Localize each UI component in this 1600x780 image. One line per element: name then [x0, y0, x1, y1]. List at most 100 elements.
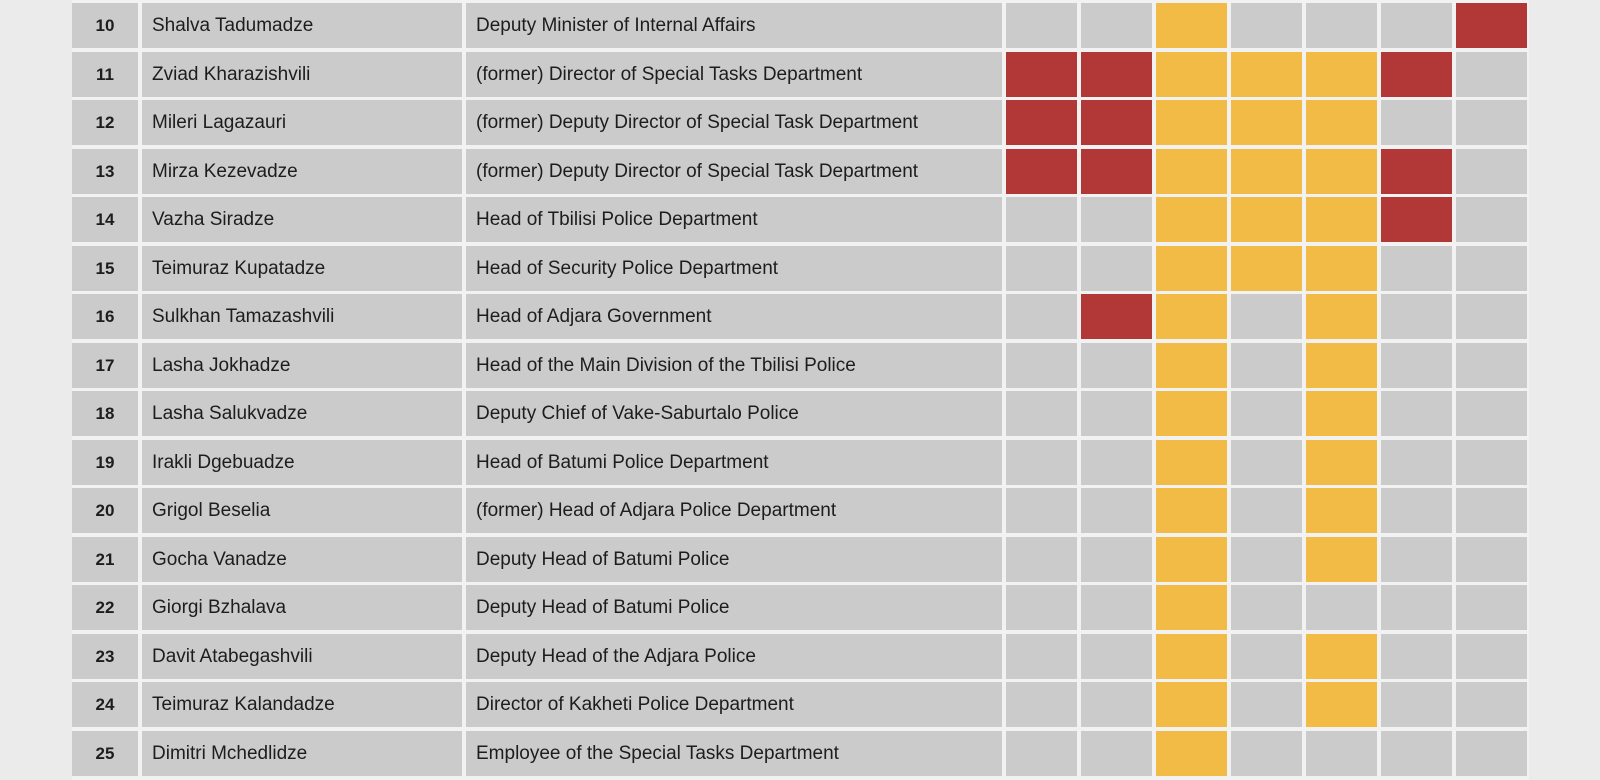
table-row: 13 Mirza Kezevadze (former) Deputy Directo…: [72, 149, 1529, 194]
mark-cell-empty: [1456, 537, 1527, 582]
mark-cell-red: [1081, 100, 1152, 145]
row-number: 19: [72, 440, 138, 485]
mark-cell-red: [1081, 149, 1152, 194]
mark-cell-empty: [1381, 731, 1452, 776]
mark-cell-red: [1006, 52, 1077, 97]
mark-cell-empty: [1231, 488, 1302, 533]
table-row: 16 Sulkhan Tamazashvili Head of Adjara Gov…: [72, 294, 1529, 339]
mark-cell-empty: [1456, 488, 1527, 533]
mark-cell-empty: [1081, 197, 1152, 242]
person-position: Deputy Head of Batumi Police: [466, 537, 1002, 582]
mark-cell-yellow: [1156, 100, 1227, 145]
mark-cell-yellow: [1306, 149, 1377, 194]
person-name: Sulkhan Tamazashvili: [142, 294, 462, 339]
mark-cell-empty: [1006, 488, 1077, 533]
person-name: Shalva Tadumadze: [142, 3, 462, 48]
person-position: Deputy Head of Batumi Police: [466, 585, 1002, 630]
row-number: 23: [72, 634, 138, 679]
mark-cell-yellow: [1306, 537, 1377, 582]
table-row: 14 Vazha Siradze Head of Tbilisi Police De…: [72, 197, 1529, 242]
person-name: Mileri Lagazauri: [142, 100, 462, 145]
mark-cell-red: [1006, 100, 1077, 145]
mark-cell-empty: [1081, 246, 1152, 291]
person-name: Dimitri Mchedlidze: [142, 731, 462, 776]
row-number: 25: [72, 731, 138, 776]
mark-cell-yellow: [1156, 731, 1227, 776]
person-position: Deputy Head of the Adjara Police: [466, 634, 1002, 679]
mark-cell-empty: [1081, 488, 1152, 533]
mark-cell-empty: [1456, 197, 1527, 242]
mark-cell-red: [1456, 3, 1527, 48]
mark-cell-yellow: [1231, 246, 1302, 291]
mark-cell-empty: [1456, 585, 1527, 630]
person-position: (former) Head of Adjara Police Departmen…: [466, 488, 1002, 533]
mark-cell-empty: [1306, 3, 1377, 48]
row-number: 21: [72, 537, 138, 582]
person-name: Giorgi Bzhalava: [142, 585, 462, 630]
mark-cell-empty: [1006, 440, 1077, 485]
person-name: Teimuraz Kalandadze: [142, 682, 462, 727]
mark-cell-empty: [1006, 634, 1077, 679]
table-row: 25 Dimitri Mchedlidze Employee of the Spec…: [72, 731, 1529, 776]
person-position: Deputy Chief of Vake-Saburtalo Police: [466, 391, 1002, 436]
mark-cell-empty: [1231, 634, 1302, 679]
mark-cell-empty: [1006, 731, 1077, 776]
mark-cell-yellow: [1156, 634, 1227, 679]
mark-cell-empty: [1006, 682, 1077, 727]
row-number: 22: [72, 585, 138, 630]
mark-cell-red: [1081, 52, 1152, 97]
mark-cell-empty: [1231, 585, 1302, 630]
mark-cell-yellow: [1306, 440, 1377, 485]
mark-cell-empty: [1381, 3, 1452, 48]
person-position: Head of Adjara Government: [466, 294, 1002, 339]
person-name: Lasha Salukvadze: [142, 391, 462, 436]
person-name: Grigol Beselia: [142, 488, 462, 533]
table-row: 18 Lasha Salukvadze Deputy Chief of Vake-S…: [72, 391, 1529, 436]
mark-cell-yellow: [1306, 682, 1377, 727]
table-row: 10 Shalva Tadumadze Deputy Minister of Int…: [72, 3, 1529, 48]
mark-cell-empty: [1456, 731, 1527, 776]
person-name: Zviad Kharazishvili: [142, 52, 462, 97]
mark-cell-empty: [1381, 634, 1452, 679]
mark-cell-yellow: [1231, 52, 1302, 97]
mark-cell-yellow: [1306, 391, 1377, 436]
person-position: Head of the Main Division of the Tbilisi…: [466, 343, 1002, 388]
row-number: 24: [72, 682, 138, 727]
person-name: Teimuraz Kupatadze: [142, 246, 462, 291]
row-number: 20: [72, 488, 138, 533]
person-position: Employee of the Special Tasks Department: [466, 731, 1002, 776]
mark-cell-yellow: [1156, 294, 1227, 339]
mark-cell-red: [1006, 149, 1077, 194]
person-name: Gocha Vanadze: [142, 537, 462, 582]
mark-cell-red: [1381, 52, 1452, 97]
mark-cell-empty: [1231, 3, 1302, 48]
mark-cell-empty: [1081, 440, 1152, 485]
mark-cell-empty: [1081, 731, 1152, 776]
mark-cell-yellow: [1306, 100, 1377, 145]
mark-cell-empty: [1006, 343, 1077, 388]
table-row: 11 Zviad Kharazishvili (former) Director o…: [72, 52, 1529, 97]
mark-cell-yellow: [1156, 246, 1227, 291]
person-name: Lasha Jokhadze: [142, 343, 462, 388]
mark-cell-yellow: [1156, 52, 1227, 97]
mark-cell-empty: [1381, 391, 1452, 436]
mark-cell-empty: [1006, 585, 1077, 630]
table-row: 17 Lasha Jokhadze Head of the Main Divisio…: [72, 343, 1529, 388]
row-number: 10: [72, 3, 138, 48]
table-row: 19 Irakli Dgebuadze Head of Batumi Police …: [72, 440, 1529, 485]
person-position: Head of Security Police Department: [466, 246, 1002, 291]
mark-cell-yellow: [1231, 100, 1302, 145]
mark-cell-yellow: [1156, 440, 1227, 485]
mark-cell-empty: [1081, 682, 1152, 727]
mark-cell-yellow: [1306, 197, 1377, 242]
mark-cell-empty: [1006, 391, 1077, 436]
mark-cell-empty: [1306, 731, 1377, 776]
mark-cell-empty: [1081, 585, 1152, 630]
mark-cell-empty: [1231, 294, 1302, 339]
officials-table: 10 Shalva Tadumadze Deputy Minister of Int…: [72, 0, 1529, 780]
mark-cell-empty: [1456, 634, 1527, 679]
mark-cell-yellow: [1156, 391, 1227, 436]
mark-cell-yellow: [1306, 52, 1377, 97]
mark-cell-empty: [1006, 294, 1077, 339]
mark-cell-empty: [1231, 440, 1302, 485]
